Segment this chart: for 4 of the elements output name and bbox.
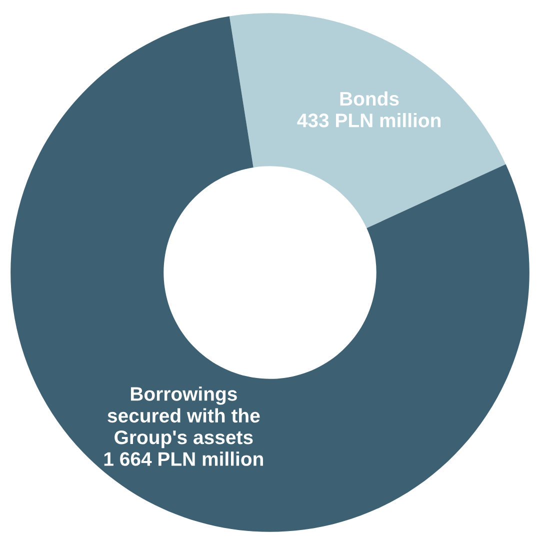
slice-label: Borrowings secured with the Group's assets	[108, 386, 260, 448]
slice-label: Bonds	[340, 91, 399, 106]
data-label: 433 PLN million	[297, 113, 440, 128]
data-label: 1 664 PLN million	[104, 452, 263, 466]
